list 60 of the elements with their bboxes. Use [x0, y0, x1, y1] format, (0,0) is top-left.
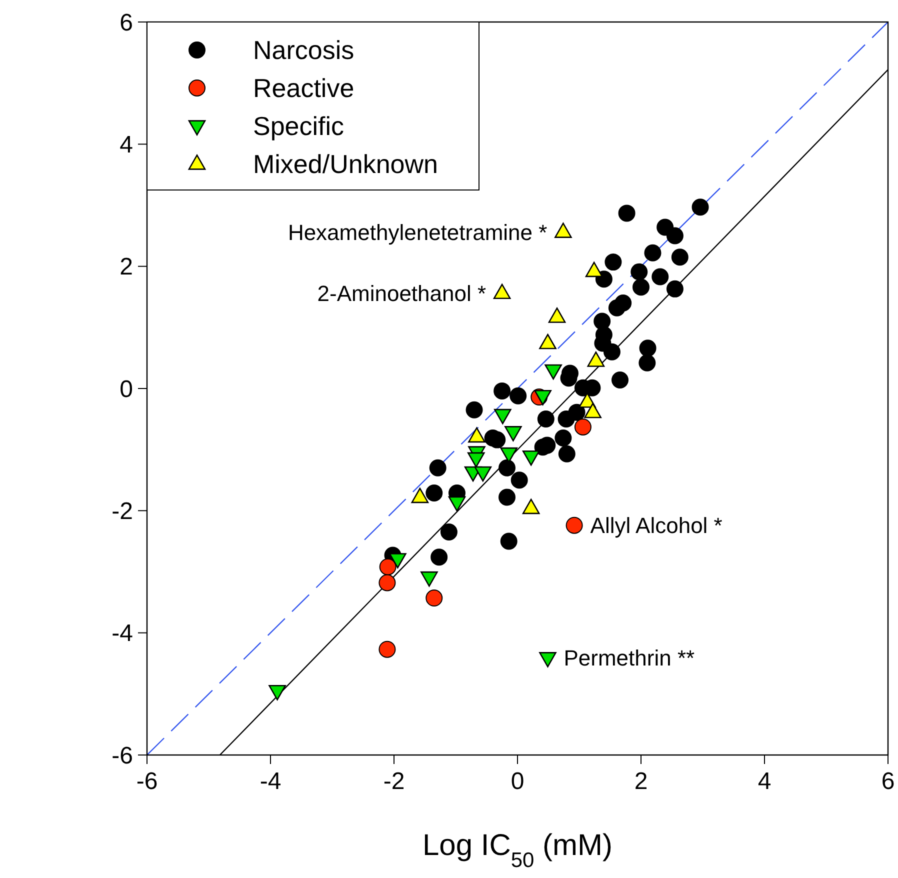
point [430, 548, 448, 566]
point [494, 382, 511, 400]
point [429, 459, 446, 476]
point [604, 254, 622, 271]
x-axis-title: Log IC$_{50}$ (mM) [422, 829, 613, 872]
x-tick-label: 0 [510, 768, 524, 795]
point [652, 268, 669, 286]
point [558, 445, 576, 462]
legend-label: Reactive [253, 73, 354, 104]
point [594, 312, 611, 330]
point [603, 343, 620, 360]
y-tick-label: -2 [112, 498, 133, 526]
x-tick-label: 2 [634, 768, 648, 795]
legend-label: Mixed/Unknown [253, 149, 438, 180]
point [378, 640, 396, 658]
point [639, 340, 656, 357]
y-tick-label: -6 [112, 742, 133, 770]
legend-label: Specific [253, 111, 344, 142]
point [612, 371, 629, 388]
point [466, 401, 483, 418]
annotation: 2-Aminoethanol * [317, 280, 486, 306]
point [537, 410, 554, 428]
annotation: Allyl Alcohol * [590, 513, 723, 538]
y-tick-label: 0 [120, 376, 133, 403]
x-tick-label: -2 [383, 768, 405, 795]
point [574, 418, 592, 436]
point [666, 280, 684, 298]
point [630, 263, 648, 280]
point [498, 488, 516, 506]
annotation: Permethrin ** [564, 646, 696, 671]
point [618, 204, 636, 222]
y-tick-label: -4 [112, 620, 133, 648]
point [554, 429, 572, 446]
point [426, 590, 443, 607]
y-tick-label: 6 [120, 9, 133, 36]
point [632, 278, 650, 296]
point [566, 516, 583, 534]
point [440, 524, 458, 541]
point [666, 227, 684, 244]
point [510, 387, 527, 404]
point [568, 404, 586, 421]
y-tick-label: 4 [120, 132, 133, 159]
x-tick-label: 4 [758, 768, 772, 795]
point [644, 244, 662, 262]
point [608, 299, 626, 316]
point [426, 484, 443, 502]
point [378, 574, 396, 592]
x-tick-label: -6 [136, 768, 158, 795]
point [379, 558, 396, 576]
y-tick-label: 2 [120, 254, 133, 281]
point [671, 248, 688, 266]
point [500, 532, 518, 550]
x-tick-label: 6 [881, 768, 895, 795]
point [692, 198, 709, 216]
point [510, 472, 528, 489]
point [638, 354, 656, 372]
legend-label: Narcosis [253, 35, 354, 66]
annotation: Hexamethylenetetramine * [288, 220, 548, 245]
point [498, 459, 516, 476]
x-tick-label: -4 [260, 768, 282, 795]
